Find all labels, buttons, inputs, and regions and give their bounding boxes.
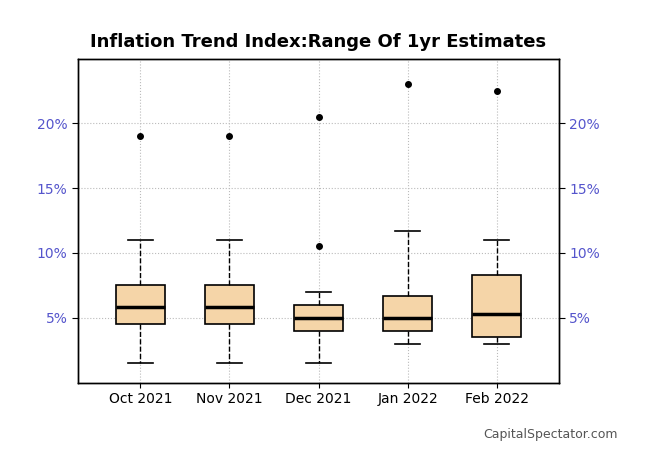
Text: CapitalSpectator.com: CapitalSpectator.com <box>483 428 618 441</box>
PathPatch shape <box>294 305 343 331</box>
PathPatch shape <box>472 275 521 337</box>
PathPatch shape <box>116 285 165 324</box>
Title: Inflation Trend Index:Range Of 1yr Estimates: Inflation Trend Index:Range Of 1yr Estim… <box>90 33 547 51</box>
PathPatch shape <box>205 285 254 324</box>
PathPatch shape <box>383 296 432 331</box>
